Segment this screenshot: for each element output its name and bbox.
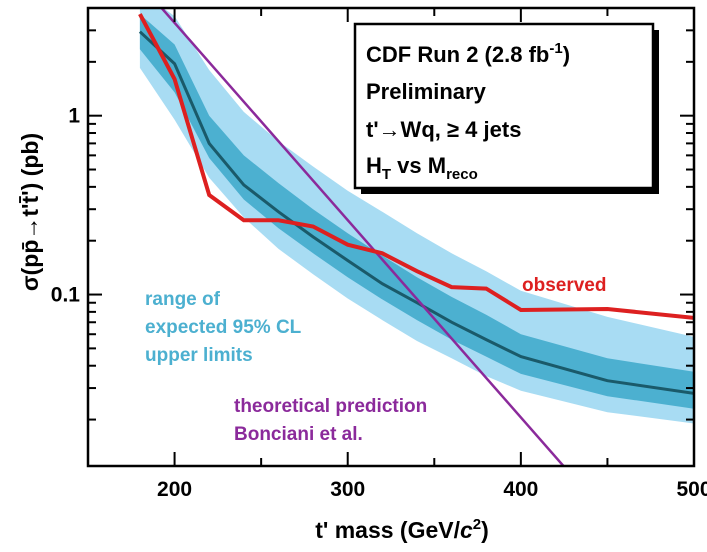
theory-label: theoretical prediction Bonciani et al.: [234, 396, 427, 445]
y-tick-label-0.1: 0.1: [51, 284, 81, 307]
y-tick-labels: 0.1 1: [51, 105, 81, 307]
band-label-line-3: upper limits: [145, 345, 253, 366]
expected-limit-line: [138, 30, 694, 395]
theory-label-line-2: Bonciani et al.: [234, 424, 363, 445]
info-box-frame: [353, 22, 655, 190]
x-tick-label-500: 500: [676, 478, 707, 501]
theory-line: [159, 8, 566, 466]
observed-label: observed: [522, 275, 606, 296]
y-tick-label-1: 1: [68, 105, 80, 128]
x-tick-label-200: 200: [157, 478, 192, 501]
info-line-1: CDF Run 2 (2.8 fb-1): [366, 40, 570, 67]
x-axis-title: t' mass (GeV/c2): [315, 516, 489, 543]
info-line-2: Preliminary: [366, 79, 487, 104]
band-label-line-2: expected 95% CL: [145, 317, 302, 338]
observed-limit-line: [138, 13, 694, 320]
x-tick-label-400: 400: [503, 478, 538, 501]
x-tick-labels: 200 300 400 500: [157, 478, 707, 501]
band-1sigma: [139, 14, 694, 409]
band-label-line-1: range of: [145, 289, 221, 310]
theory-label-line-1: theoretical prediction: [234, 396, 427, 417]
x-tick-label-300: 300: [330, 478, 365, 501]
info-line-4: HT vs Mreco: [366, 153, 478, 183]
band-2sigma: [139, 8, 694, 424]
axis-ticks: [87, 7, 695, 466]
y-axis-title: σ(pp̄→t't̄') (pb): [17, 133, 43, 291]
plot-frame: [86, 6, 696, 468]
band-label: range of expected 95% CL upper limits: [145, 289, 302, 366]
info-line-3: t'→Wq, ≥ 4 jets: [366, 117, 521, 142]
info-box: CDF Run 2 (2.8 fb-1) Preliminary t'→Wq, …: [353, 22, 659, 194]
